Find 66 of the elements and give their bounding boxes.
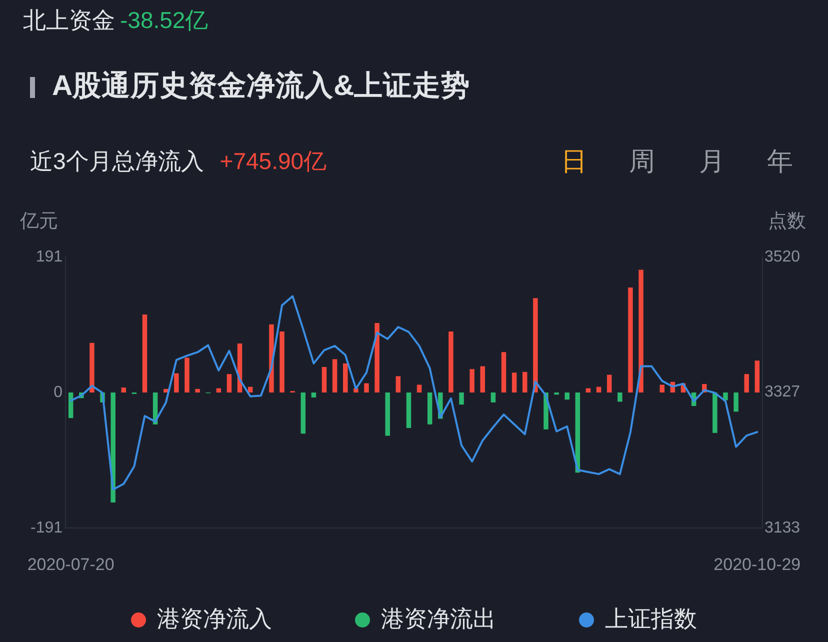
legend-label: 港资净流出 [381,605,496,632]
bar [396,376,401,392]
bar [121,388,126,392]
y2-axis-title: 点数 [768,211,806,232]
bar [90,342,94,392]
bar [522,372,528,392]
bar [226,374,232,392]
bar [754,360,760,392]
text: +745.90亿 [220,148,327,174]
x-tick-label: 2020-07-20 [27,554,114,574]
bar [480,366,486,392]
text: 年 [767,146,793,176]
legend-label: 上证指数 [605,605,697,632]
text: 近3个月总净流入 [30,148,204,174]
text: 月 [699,146,725,176]
y2-tick-label: 3327 [764,384,800,401]
bar [280,331,284,392]
bar [490,392,496,402]
bar [184,358,190,392]
text: 北上资金 [23,7,115,33]
bar [712,392,718,433]
y-tick-label: 191 [36,248,63,266]
bar [322,366,327,392]
legend-label: 港资净流入 [157,605,272,632]
bar [638,270,644,392]
bar [533,298,538,392]
bar [174,373,179,392]
bar [364,383,369,392]
bar [342,363,348,392]
bar [216,388,222,392]
bar [448,331,454,392]
bar [110,392,116,502]
bar [744,374,749,392]
text: 周 [629,146,655,176]
y-tick-label: 0 [54,384,63,401]
bar [470,369,474,392]
bar [596,386,602,392]
bar [628,288,633,392]
text: -38.52亿 [120,7,208,33]
bar [501,352,506,392]
bar [311,392,316,398]
bar [374,322,380,392]
bar [385,392,390,436]
bar [512,372,517,392]
bar [459,392,464,405]
bar [416,384,422,392]
bar [586,388,591,392]
bar [195,388,200,392]
bar [564,392,570,400]
bar [618,392,622,402]
bar [406,392,412,428]
bar [300,392,306,434]
y-tick-label: -191 [30,519,63,536]
y2-tick-label: 3133 [764,519,800,536]
bar [606,374,612,392]
bar [332,359,338,392]
bar [660,384,665,392]
bar [427,392,432,424]
bar [734,392,738,412]
y-axis-title: 亿元 [19,211,58,232]
chart-title: A股通历史资金净流入&上证走势 [52,70,470,102]
bar [723,392,728,400]
bar [142,314,148,392]
text: 日 [561,146,587,176]
y2-tick-label: 3520 [764,248,800,266]
x-tick-label: 2020-10-29 [714,554,801,574]
